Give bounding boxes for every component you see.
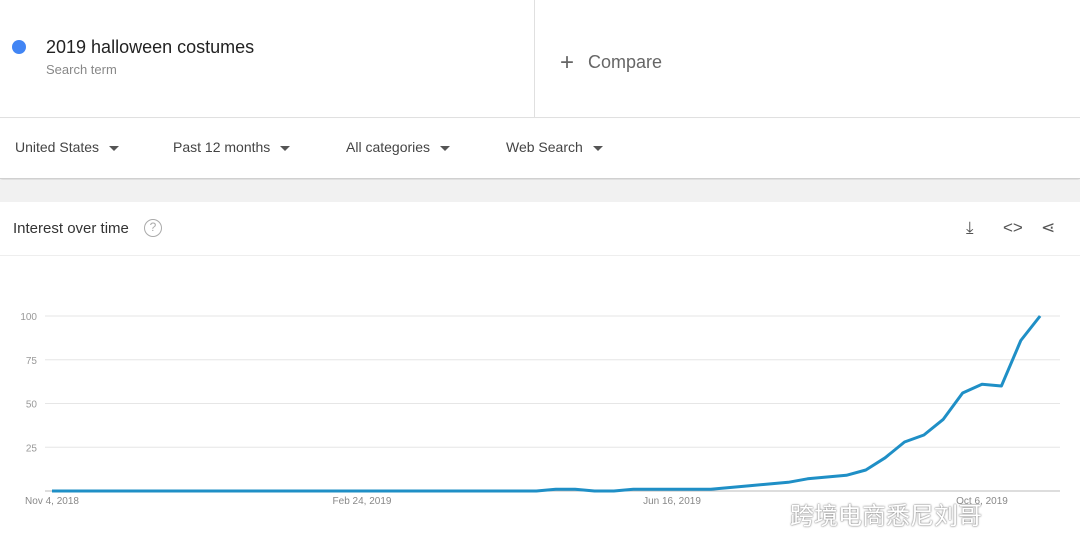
filter-bar: United States Past 12 months All categor… — [0, 119, 1080, 179]
caret-down-icon — [592, 145, 603, 151]
caret-down-icon — [280, 145, 291, 151]
search-term-label: Search term — [46, 62, 117, 77]
x-tick-label: Oct 6, 2019 — [956, 496, 1008, 507]
y-tick-label: 75 — [26, 356, 38, 367]
category-dropdown[interactable]: All categories — [346, 139, 451, 155]
watermark: 跨境电商悉尼刘哥 — [790, 502, 982, 530]
share-icon[interactable]: ⋖ — [1041, 218, 1056, 237]
y-tick-label: 50 — [26, 400, 38, 411]
x-tick-label: Jun 16, 2019 — [643, 496, 701, 507]
chart-card-header: Interest over time ? ⤓ <> ⋖ — [0, 202, 1080, 256]
embed-icon[interactable]: <> — [1003, 218, 1023, 237]
search-term-name: 2019 halloween costumes — [46, 37, 255, 57]
compare-label: Compare — [588, 52, 663, 72]
region-dropdown[interactable]: United States — [15, 139, 120, 155]
search-header: 2019 halloween costumes Search term + Com… — [0, 0, 1080, 118]
compare-button[interactable]: + Compare — [560, 47, 663, 76]
caret-down-icon — [109, 145, 120, 151]
help-icon[interactable]: ? — [144, 219, 162, 237]
caret-down-icon — [440, 145, 451, 151]
card-title: Interest over time — [13, 220, 129, 237]
section-gap — [0, 180, 1080, 202]
x-tick-label: Nov 4, 2018 — [25, 496, 79, 507]
line-chart: 25 50 75 100 Nov 4, 2018 Feb 24, 2019 Jun 16, … — [20, 312, 1060, 507]
download-icon[interactable]: ⤓ — [966, 218, 974, 237]
series-line — [52, 315, 1042, 493]
plus-icon: + — [560, 49, 575, 76]
search-term-card[interactable]: 2019 halloween costumes Search term — [0, 0, 535, 118]
series-color-dot — [12, 40, 26, 54]
search-type-dropdown[interactable]: Web Search — [506, 139, 603, 155]
time-range-dropdown[interactable]: Past 12 months — [173, 139, 291, 155]
x-tick-label: Feb 24, 2019 — [333, 496, 392, 507]
y-tick-label: 25 — [26, 443, 38, 454]
y-tick-label: 100 — [20, 312, 37, 323]
